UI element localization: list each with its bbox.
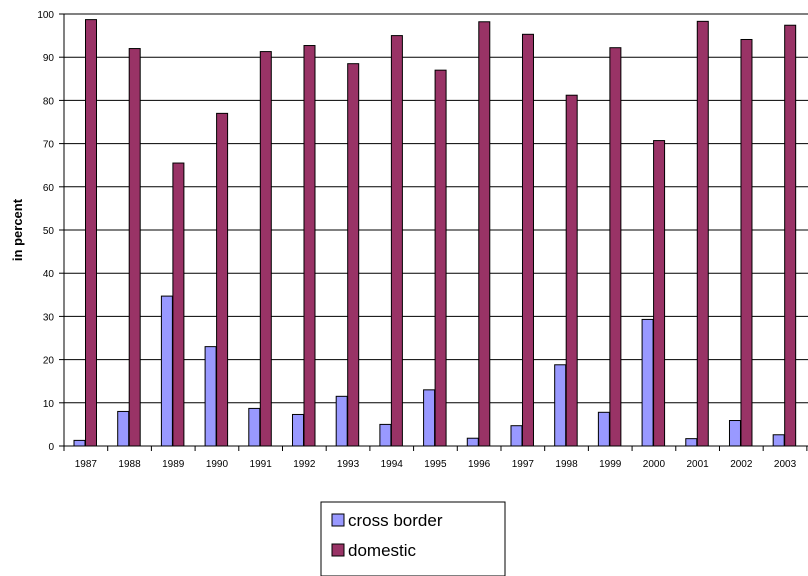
legend-box <box>320 501 506 576</box>
y-tick-label: 0 <box>48 442 54 453</box>
bar-domestic-1998 <box>565 94 578 447</box>
y-tick-label: 80 <box>43 96 55 107</box>
y-tick-labels: 0 10 20 30 40 50 60 70 80 90 100 <box>37 10 64 453</box>
x-tick-label: 1987 <box>75 459 98 470</box>
bar-domestic-1987 <box>85 19 97 447</box>
bar-cross-border-1998 <box>554 364 567 447</box>
y-tick-label: 10 <box>43 399 55 410</box>
x-tick-label: 1999 <box>599 459 622 470</box>
x-tick-label: 2001 <box>687 459 710 470</box>
bar-cross-border-1995 <box>423 389 436 447</box>
legend-swatch-domestic <box>331 543 345 557</box>
x-tick-label: 1988 <box>118 459 141 470</box>
x-tick-label: 1994 <box>381 459 404 470</box>
bar-domestic-2000 <box>653 140 666 447</box>
bar-domestic-2001 <box>696 20 709 447</box>
x-tick-label: 1990 <box>206 459 229 470</box>
bar-cross-border-1996 <box>466 437 479 447</box>
bar-cross-border-1988 <box>117 410 130 447</box>
bar-cross-border-2001 <box>685 438 698 447</box>
x-tick-label: 1995 <box>424 459 447 470</box>
y-tick-label: 100 <box>37 10 54 21</box>
legend-label: cross border <box>348 511 443 530</box>
legend-label: domestic <box>348 541 417 560</box>
bar-domestic-1999 <box>609 47 622 447</box>
bar-cross-border-2003 <box>772 434 785 447</box>
bar-domestic-1997 <box>521 33 534 447</box>
x-tick-label: 1993 <box>337 459 360 470</box>
bar-domestic-1992 <box>303 45 316 447</box>
y-tick-label: 30 <box>43 312 55 323</box>
x-tick-label: 1998 <box>555 459 578 470</box>
bar-cross-border-1993 <box>335 395 348 447</box>
bar-domestic-1989 <box>172 162 185 447</box>
x-tick-labels: 1987 1988 1989 1990 1991 1992 1993 1994 1995 1996… <box>63 446 808 470</box>
bar-cross-border-1990 <box>204 346 217 447</box>
bar-domestic-1996 <box>478 21 491 447</box>
legend-swatch-cross-border <box>331 513 345 527</box>
bar-cross-border-1987 <box>73 439 86 447</box>
y-tick-label: 20 <box>43 356 55 367</box>
x-tick-label: 1997 <box>512 459 535 470</box>
bar-domestic-2003 <box>784 24 797 447</box>
bars <box>73 19 797 447</box>
x-tick-label: 1996 <box>468 459 491 470</box>
bar-cross-border-1997 <box>510 425 523 447</box>
bar-cross-border-1992 <box>291 413 304 447</box>
bar-domestic-1994 <box>390 35 403 447</box>
y-axis-title: in percent <box>10 198 25 261</box>
y-tick-label: 60 <box>43 183 55 194</box>
bar-cross-border-2002 <box>728 420 741 447</box>
bar-cross-border-1999 <box>597 411 610 447</box>
bar-domestic-1990 <box>216 112 229 447</box>
bar-domestic-1991 <box>259 51 272 447</box>
bar-cross-border-1991 <box>248 407 261 447</box>
bar-cross-border-1989 <box>160 295 173 447</box>
y-tick-label: 70 <box>43 140 55 151</box>
y-tick-label: 50 <box>43 226 55 237</box>
bar-cross-border-2000 <box>641 318 654 447</box>
bar-domestic-2002 <box>740 38 753 447</box>
y-tick-label: 40 <box>43 269 55 280</box>
x-tick-label: 2000 <box>643 459 666 470</box>
x-tick-label: 1992 <box>293 459 316 470</box>
x-tick-label: 1991 <box>250 459 273 470</box>
y-tick-label: 90 <box>43 53 55 64</box>
bar-domestic-1995 <box>434 69 447 447</box>
bar-domestic-1993 <box>347 63 360 447</box>
bar-domestic-1988 <box>128 48 141 447</box>
x-tick-label: 1989 <box>162 459 185 470</box>
bar-cross-border-1994 <box>379 423 392 447</box>
x-tick-label: 2002 <box>730 459 753 470</box>
legend: cross border domestic <box>320 501 506 576</box>
x-tick-label: 2003 <box>774 459 797 470</box>
